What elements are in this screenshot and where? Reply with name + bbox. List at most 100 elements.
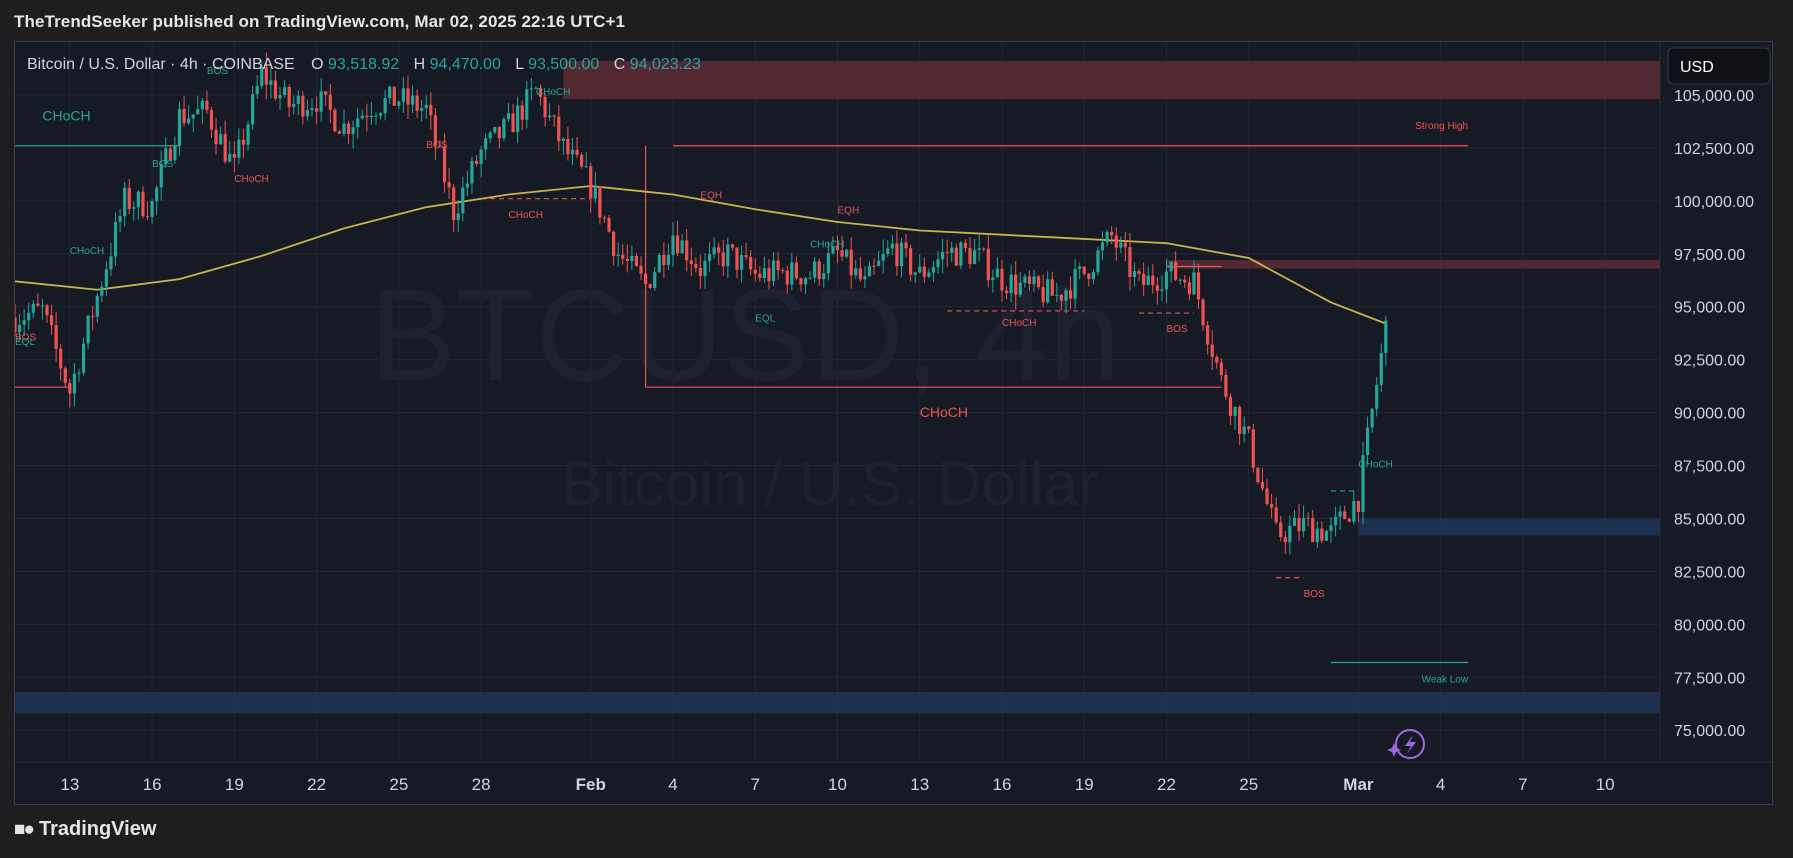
candle-body	[81, 343, 86, 373]
candle-body	[977, 248, 981, 251]
candle-body	[1247, 426, 1251, 430]
candle-body	[123, 187, 127, 217]
candle-body	[1192, 272, 1196, 295]
candle-body	[1288, 525, 1292, 543]
candle-body	[543, 96, 547, 118]
candle-body	[771, 260, 776, 282]
candle-body	[506, 113, 511, 120]
moving-average-line	[15, 185, 1387, 325]
candle-body	[525, 89, 529, 120]
candle-body	[1196, 272, 1201, 300]
candle-body	[657, 254, 661, 273]
candle-body	[995, 268, 1000, 278]
currency-button-label[interactable]: USD	[1680, 59, 1714, 76]
y-tick-label: 90,000.00	[1674, 406, 1745, 423]
candle-body	[1142, 273, 1146, 286]
x-axis[interactable]: 13 16 19 22 25 28 Feb 4 7 10 13 16 19 22 25 Mar 4 7 10	[15, 761, 1772, 794]
candle-body	[1155, 285, 1159, 291]
candle-body	[1201, 299, 1205, 326]
candle-body	[689, 260, 693, 265]
tradingview-logo[interactable]: ■● TradingView	[14, 818, 156, 841]
candle-body	[986, 248, 990, 281]
candle-body	[776, 260, 780, 271]
supply-zone	[563, 61, 1660, 100]
candle-body	[831, 246, 835, 254]
candle-body	[744, 255, 748, 258]
candle-body	[1283, 537, 1287, 543]
candle-body	[767, 268, 771, 282]
candle-body	[287, 87, 291, 108]
y-tick-label: 100,000.00	[1674, 194, 1754, 211]
tradingview-logo-icon: ■●	[14, 818, 35, 840]
candle-body	[936, 259, 940, 268]
y-tick-label: 105,000.00	[1674, 88, 1754, 105]
candle-body	[872, 265, 876, 267]
candle-body	[1329, 525, 1333, 531]
candle-body	[27, 312, 31, 321]
candle-body	[273, 80, 278, 99]
candle-body	[1178, 279, 1182, 281]
currency-button[interactable]: USD	[1667, 47, 1771, 85]
lightning-icon[interactable]	[1387, 729, 1425, 759]
candle-body	[1306, 517, 1310, 519]
candle-body	[1128, 247, 1132, 278]
candle-body	[1183, 279, 1187, 283]
candle-body	[822, 273, 826, 280]
structure-label: CHoCH	[42, 107, 90, 123]
candle-body	[1324, 530, 1329, 541]
candle-body	[45, 305, 49, 316]
candle-body	[877, 260, 881, 266]
high-label: H	[414, 56, 426, 73]
candle-body	[187, 118, 191, 124]
y-axis[interactable]: 75,000.00 77,500.00 80,000.00 82,500.00 85,0…	[1659, 42, 1754, 762]
x-tick-label: 28	[472, 775, 491, 794]
candle-body	[1256, 467, 1260, 483]
structure-label: BOS	[15, 333, 36, 344]
candle-body	[931, 267, 936, 273]
candle-body	[415, 95, 419, 111]
candle-body	[1311, 518, 1315, 543]
candle-body	[561, 138, 565, 142]
candle-body	[1174, 261, 1178, 280]
level-label: Strong High	[1415, 121, 1468, 132]
candle-body	[1014, 274, 1018, 295]
candle-body	[337, 131, 342, 134]
candle-body	[785, 270, 789, 285]
y-tick-label: 92,500.00	[1674, 353, 1745, 370]
candle-body	[1068, 290, 1073, 299]
structure-label: CHoCH	[1358, 460, 1392, 471]
structure-label: CHoCH	[810, 239, 844, 250]
watermark: BTCUSD, 4h Bitcoin / U.S. Dollar	[369, 262, 1120, 519]
high-value: 94,470.00	[430, 56, 501, 73]
candle-body	[1219, 362, 1223, 375]
candle-body	[68, 382, 72, 394]
candle-body	[630, 255, 634, 261]
candle-body	[1365, 427, 1370, 456]
candle-body	[1343, 511, 1347, 520]
x-tick-label: 13	[910, 775, 929, 794]
candle-body	[1064, 290, 1068, 301]
candle-body	[511, 113, 515, 133]
candle-body	[260, 67, 264, 87]
structure-label: BOS	[1304, 589, 1325, 600]
candle-body	[913, 272, 917, 275]
candle-body	[196, 109, 200, 115]
candle-body	[251, 94, 255, 125]
candle-body	[803, 278, 808, 285]
candle-body	[799, 278, 803, 285]
candle-body	[666, 254, 671, 266]
candle-body	[484, 138, 488, 150]
candle-body	[246, 124, 250, 145]
candle-body	[1004, 290, 1009, 294]
candle-body	[781, 270, 785, 272]
y-tick-label: 102,500.00	[1674, 141, 1754, 158]
structure-label: EQH	[700, 191, 722, 202]
x-tick-label: 4	[668, 775, 677, 794]
x-tick-label: 25	[389, 775, 408, 794]
candle-body	[516, 105, 520, 133]
candle-body	[17, 324, 22, 333]
candle-body	[712, 247, 716, 255]
x-tick-label: 19	[225, 775, 244, 794]
structure-label: CHoCH	[920, 404, 968, 420]
